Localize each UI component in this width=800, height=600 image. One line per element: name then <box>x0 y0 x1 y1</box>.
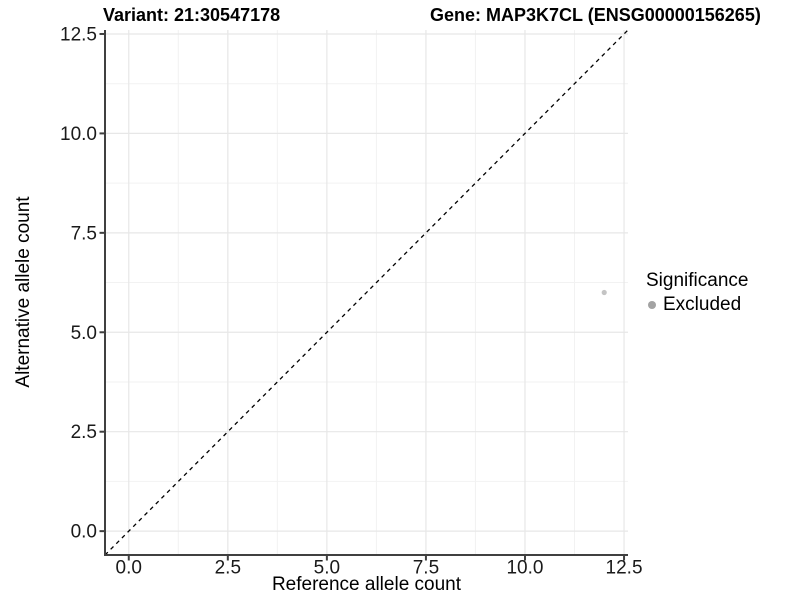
legend-item-excluded: Excluded <box>646 294 748 316</box>
x-tick-label: 7.5 <box>413 558 439 579</box>
y-axis-title: Alternative allele count <box>13 196 34 388</box>
data-point <box>601 289 607 296</box>
chart-title-variant: Variant: 21:30547178 <box>103 5 281 25</box>
x-tick-label: 2.5 <box>215 558 241 579</box>
chart-title-gene: Gene: MAP3K7CL (ENSG00000156265) <box>430 5 761 25</box>
legend-title: Significance <box>646 270 749 291</box>
y-tick-label: 5.0 <box>71 323 97 344</box>
y-tick-label: 7.5 <box>71 223 97 244</box>
y-tick-label: 12.5 <box>60 24 97 45</box>
legend: Significance Excluded <box>646 270 748 316</box>
legend-key-dot-icon <box>648 301 656 309</box>
y-tick-label: 0.0 <box>71 522 97 543</box>
x-tick-label: 10.0 <box>506 558 543 579</box>
identity-line <box>104 29 629 556</box>
x-tick-label: 12.5 <box>606 558 643 579</box>
y-tick-label: 10.0 <box>60 124 97 145</box>
y-tick-label: 2.5 <box>71 422 97 443</box>
x-tick-label: 5.0 <box>314 558 340 579</box>
x-axis-title: Reference allele count <box>271 574 462 595</box>
legend-item-label: Excluded <box>663 294 742 315</box>
x-tick-label: 0.0 <box>116 558 142 579</box>
